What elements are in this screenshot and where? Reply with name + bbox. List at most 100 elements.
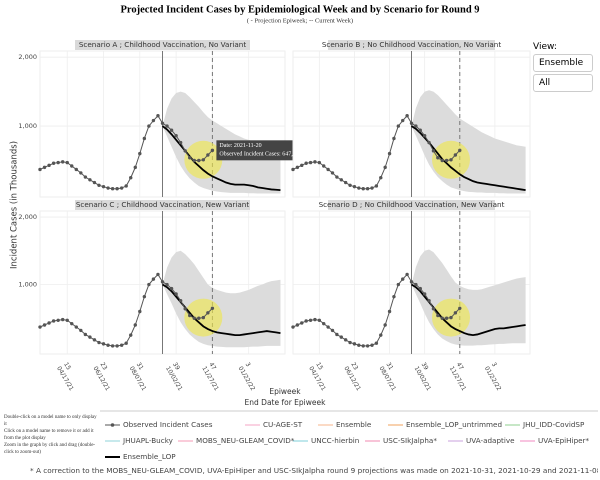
legend-label: CU-AGE-ST [263, 420, 303, 429]
observed-point [174, 292, 178, 296]
observed-point [422, 292, 427, 296]
observed-point [291, 325, 295, 329]
observed-point [352, 184, 357, 189]
observed-point [60, 160, 65, 164]
x-tick-label: 31 [135, 361, 145, 371]
view-button[interactable]: Ensemble [533, 54, 593, 72]
observed-point [65, 318, 69, 322]
observed-point [183, 149, 187, 153]
observed-point [110, 187, 115, 191]
tooltip-box [216, 140, 313, 161]
x-axis-label: Epiweek [269, 387, 301, 396]
observed-point [169, 286, 174, 291]
y-tick-label: 2,000 [18, 213, 37, 221]
observed-point [370, 343, 374, 347]
observed-point [396, 124, 401, 128]
y-tick-label: 1,000 [18, 281, 37, 289]
tooltip-value: Observed Incident Cases: 647,833 [219, 152, 301, 158]
legend-item[interactable]: MOBS_NEU-GLEAM_COVID* [178, 436, 295, 445]
legend-item[interactable]: JHUAPL-Bucky [105, 436, 174, 445]
observed-point [124, 341, 128, 345]
observed-point [115, 344, 119, 348]
observed-point [188, 313, 192, 318]
observed-point [47, 163, 51, 168]
observed-point [444, 158, 449, 163]
legend-item[interactable]: UVA-EpiHiper* [520, 436, 590, 445]
observed-point [335, 175, 339, 179]
observed-point [133, 165, 137, 170]
x-axis-label: End Date for Epiweek [245, 398, 327, 407]
observed-point [304, 161, 308, 165]
observed-point [206, 153, 210, 157]
observed-point [115, 187, 119, 191]
observed-point [119, 186, 124, 190]
observed-point [188, 156, 192, 160]
observed-point [379, 333, 383, 337]
observed-point [401, 118, 405, 123]
legend-label: Observed Incident Cases [123, 420, 213, 429]
x-tick-label: 15 [62, 361, 72, 371]
observed-point [348, 183, 352, 187]
observed-point [92, 338, 97, 342]
observed-point [42, 323, 47, 327]
facet-title: Scenario C ; Childhood Vaccination, New … [76, 200, 249, 209]
observed-point [322, 321, 326, 326]
observed-point [74, 325, 78, 329]
view-button[interactable]: All [533, 74, 593, 92]
observed-point [357, 343, 361, 347]
observed-point [60, 317, 65, 322]
legend-item[interactable]: UVA-adaptive [448, 436, 515, 445]
observed-point [142, 294, 147, 299]
facet-strip [75, 200, 250, 210]
observed-point [101, 342, 106, 346]
legend-item[interactable]: Ensemble [318, 420, 372, 429]
observed-point [326, 325, 330, 329]
observed-point [449, 315, 453, 320]
x-tick-label: 47 [207, 361, 217, 371]
observed-point [70, 164, 74, 168]
legend-item[interactable]: JHU_IDD-CovidSP [505, 420, 585, 429]
observed-point [192, 158, 196, 163]
observed-point [405, 272, 409, 277]
observed-point [300, 321, 304, 325]
observed-point [147, 282, 151, 287]
legend-label: Ensemble_LOP [123, 452, 176, 461]
observed-point [339, 335, 343, 339]
observed-point [197, 158, 201, 163]
footnote: * A correction to the MOBS_NEU-GLEAM_COV… [30, 466, 598, 475]
observed-point [210, 148, 215, 153]
observed-point [330, 171, 335, 175]
y-tick-label: 1,000 [18, 122, 37, 130]
observed-point [427, 299, 431, 303]
y-axis-label: Incident Cases (in Thousands) [10, 141, 20, 269]
observed-point [322, 164, 326, 168]
tooltip-date: Date: 2021-11-20 [219, 143, 261, 149]
legend-item[interactable]: USC-SIkJalpha* [365, 436, 437, 445]
legend-label: Ensemble_LOP_untrimmed [406, 420, 502, 429]
observed-point [361, 344, 365, 348]
observed-point [383, 165, 387, 170]
observed-point [174, 134, 178, 138]
observed-point [396, 282, 401, 287]
observed-point [409, 280, 414, 284]
observed-point [110, 344, 115, 348]
legend-item[interactable]: UNCC-hierbin [293, 436, 359, 445]
legend-item[interactable]: Ensemble_LOP_untrimmed [388, 420, 502, 429]
legend-item[interactable]: CU-AGE-ST [245, 420, 303, 429]
observed-point [304, 319, 308, 323]
legend-marker [110, 423, 115, 427]
observed-point [178, 299, 183, 303]
legend-item[interactable]: Observed Incident Cases [105, 420, 213, 429]
observed-point [88, 335, 92, 339]
observed-point [449, 158, 453, 162]
observed-point [106, 343, 110, 347]
x-tick-label: 23 [98, 361, 108, 371]
observed-point [427, 140, 431, 145]
observed-point [374, 341, 379, 345]
view-label: View: [533, 42, 557, 52]
observed-point [151, 277, 156, 281]
observed-point [147, 124, 151, 128]
observed-point [165, 124, 169, 128]
legend-item[interactable]: Ensemble_LOP [105, 452, 176, 461]
